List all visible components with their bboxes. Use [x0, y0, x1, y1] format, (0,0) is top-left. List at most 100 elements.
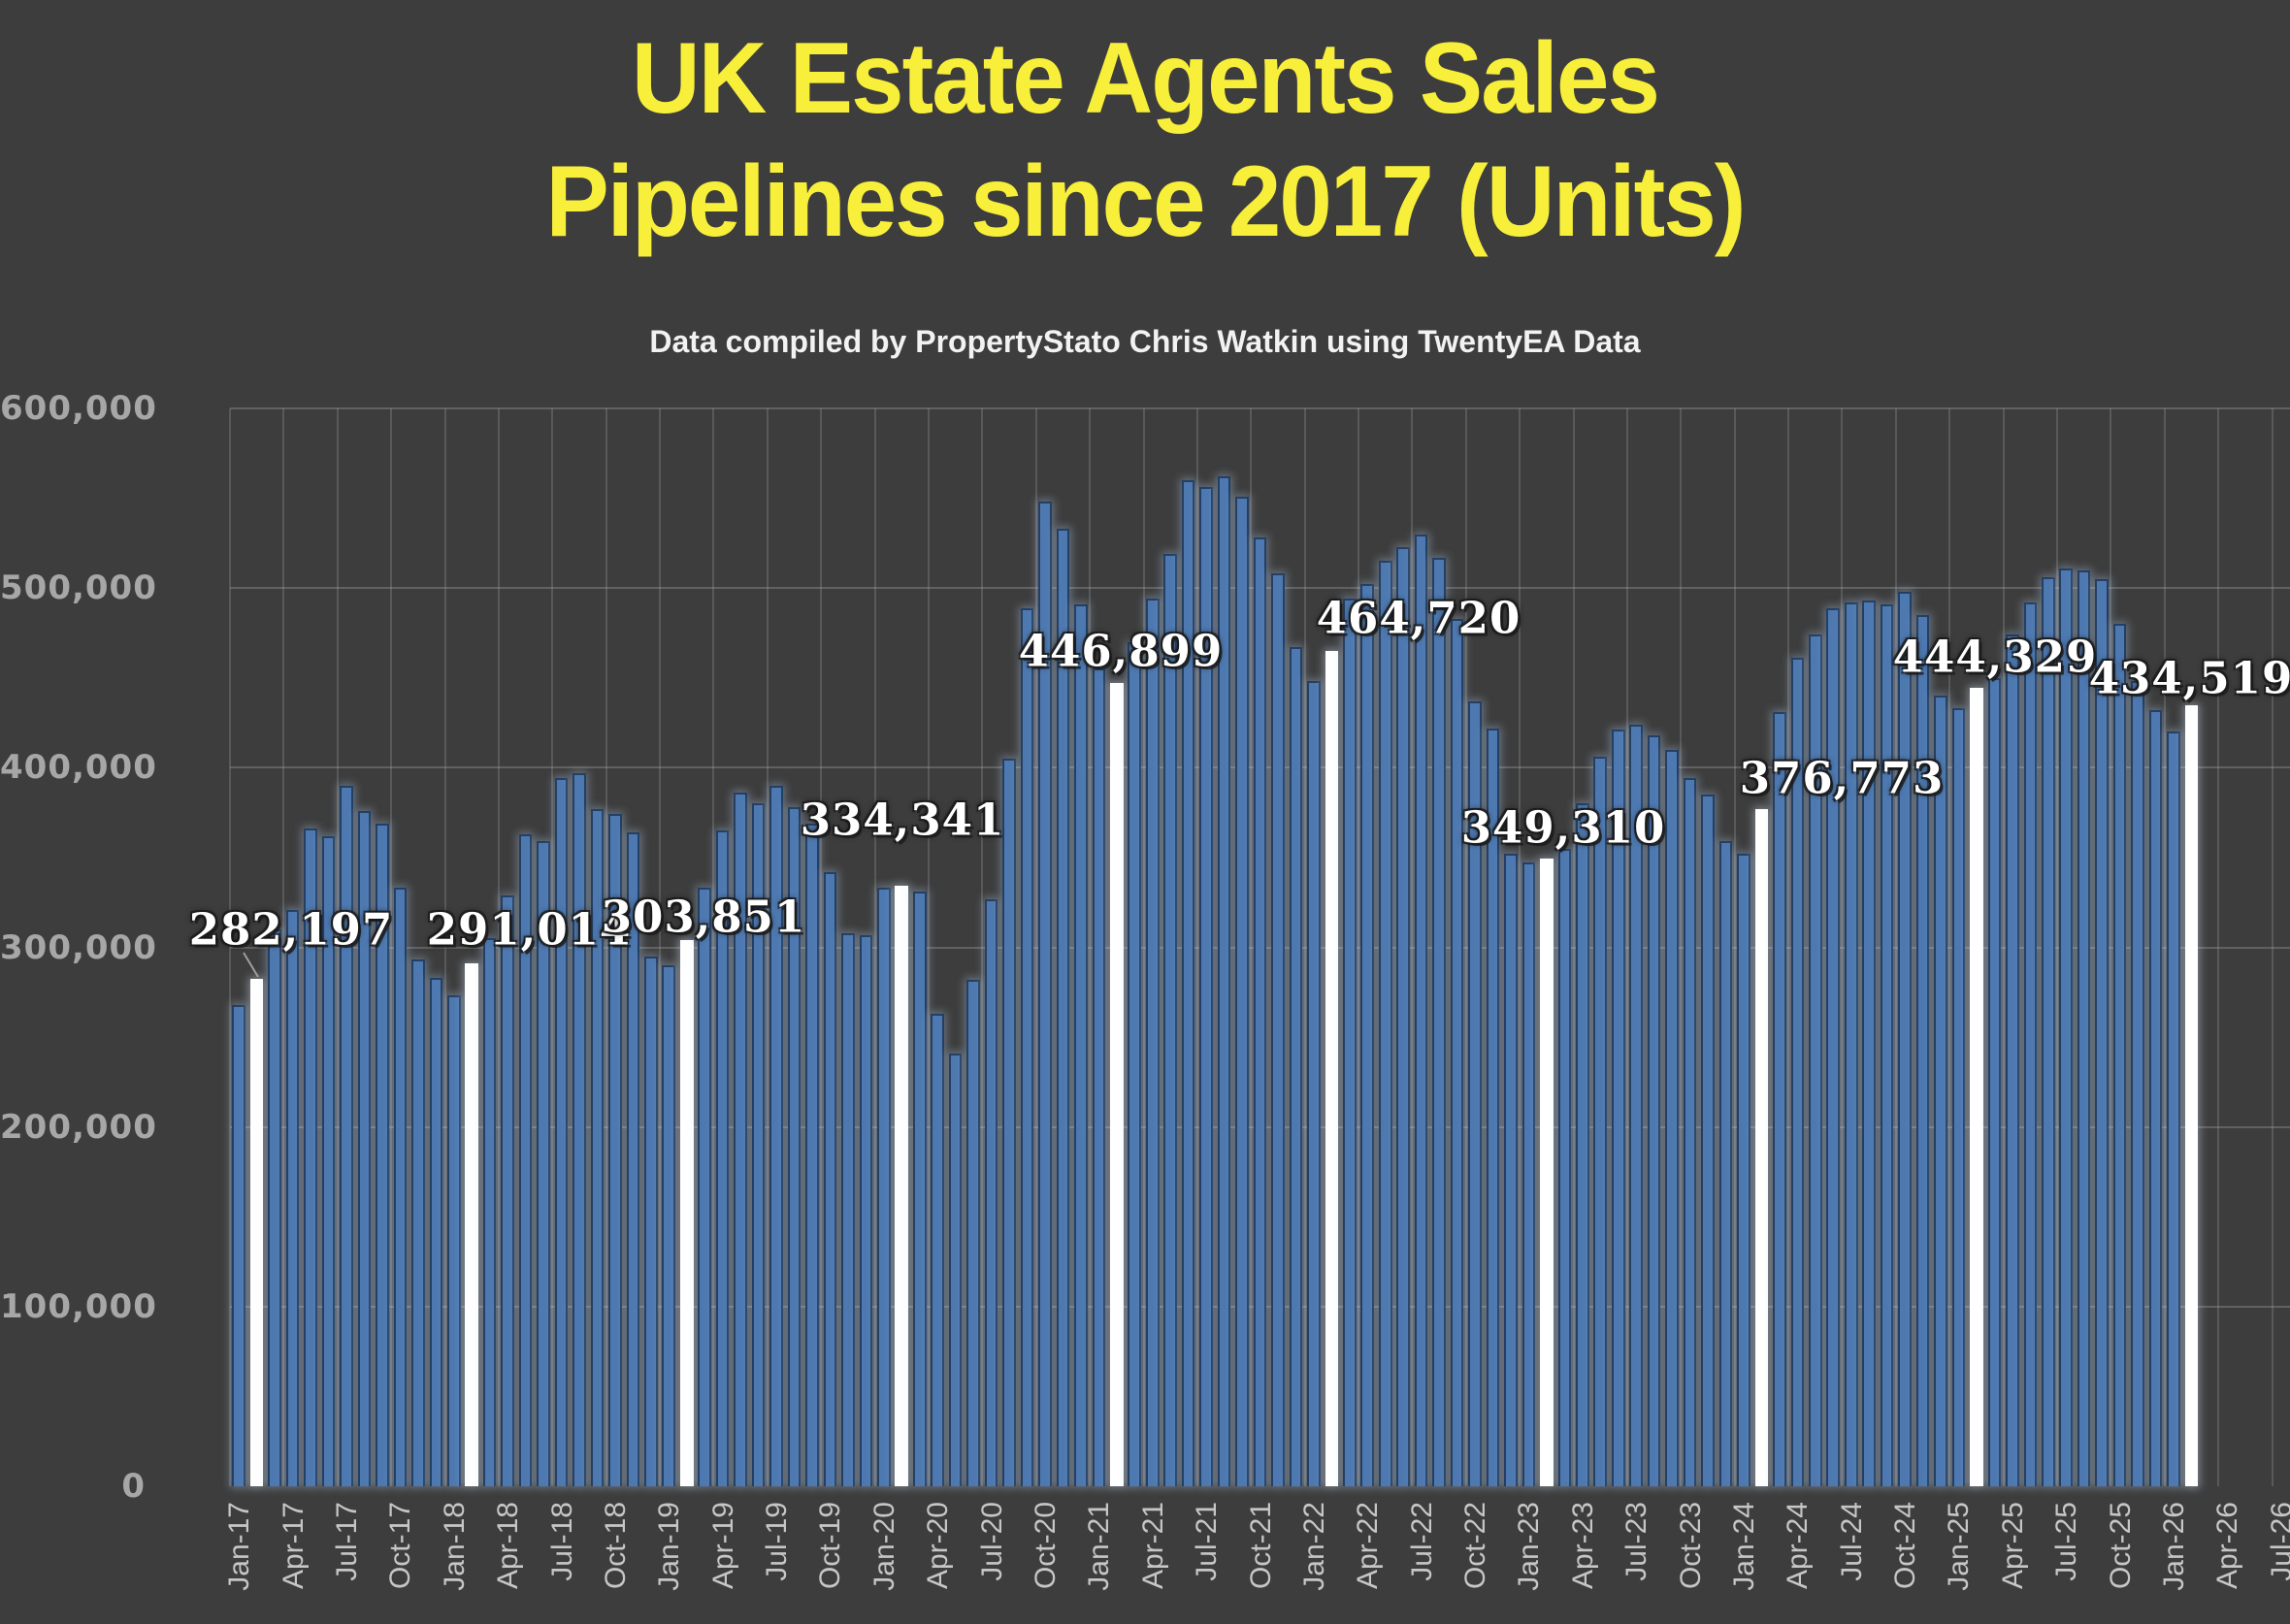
x-gridline: [1358, 408, 1360, 1486]
bar-Dec-19: [859, 934, 873, 1486]
bar-Nov-21: [1271, 573, 1285, 1486]
bar-Oct-24: [1898, 591, 1912, 1486]
highlight-bar-Feb-20: [895, 885, 909, 1486]
y-tick-label: 600,000: [0, 389, 157, 428]
bar-May-18: [518, 833, 533, 1486]
bar-Apr-25: [2006, 634, 2019, 1486]
bar-Dec-23: [1718, 841, 1733, 1486]
y-tick-label: 100,000: [0, 1286, 157, 1326]
x-tick-label: Apr-23: [1566, 1502, 1599, 1590]
bar-Aug-23: [1647, 735, 1661, 1486]
bar-Nov-20: [1056, 529, 1070, 1486]
bar-Nov-23: [1701, 795, 1715, 1486]
data-label-Feb-24: 376,773: [1739, 752, 1945, 804]
bar-Jun-21: [1181, 480, 1195, 1486]
x-tick-label: Jul-19: [761, 1502, 794, 1581]
data-label-Feb-25: 444,329: [1892, 631, 2098, 683]
x-gridline: [1680, 408, 1683, 1486]
x-tick-label: Apr-20: [922, 1502, 955, 1590]
x-tick-label: Apr-22: [1352, 1502, 1385, 1590]
x-gridline: [659, 408, 662, 1486]
bar-Jul-23: [1629, 724, 1643, 1486]
x-gridline: [2217, 408, 2220, 1486]
x-tick-label: Oct-17: [384, 1502, 417, 1590]
bar-Apr-19: [715, 830, 730, 1486]
y-gridline: [230, 407, 2290, 409]
bar-Oct-19: [823, 871, 837, 1486]
bar-Oct-23: [1683, 778, 1697, 1486]
x-gridline: [497, 408, 500, 1486]
bar-Apr-23: [1575, 803, 1589, 1486]
highlight-bar-Feb-21: [1110, 683, 1124, 1486]
x-tick-label: Jul-23: [1620, 1502, 1653, 1581]
chart-title: UK Estate Agents Sales Pipelines since 2…: [0, 17, 2290, 264]
highlight-bar-Feb-17: [249, 979, 264, 1486]
x-gridline: [443, 408, 446, 1486]
bar-May-23: [1593, 757, 1608, 1486]
bar-Sep-21: [1235, 496, 1249, 1486]
highlight-bar-Feb-18: [465, 963, 478, 1486]
highlight-bar-Feb-22: [1325, 651, 1339, 1486]
bar-Apr-21: [1145, 599, 1160, 1486]
x-gridline: [1625, 408, 1628, 1486]
x-tick-label: Jan-17: [223, 1502, 256, 1591]
x-tick-label: Oct-19: [814, 1502, 847, 1590]
bar-Nov-22: [1486, 728, 1500, 1486]
bar-May-17: [304, 828, 317, 1486]
x-tick-label: Apr-17: [277, 1502, 310, 1590]
bar-Aug-22: [1432, 557, 1446, 1486]
y-tick-label: 0: [121, 1467, 146, 1506]
x-gridline: [1948, 408, 1951, 1486]
x-tick-label: Jul-20: [975, 1502, 1008, 1581]
bar-Jun-20: [966, 979, 980, 1486]
highlight-bar-Feb-24: [1754, 809, 1769, 1486]
bar-Jun-25: [2041, 577, 2055, 1486]
bar-Mar-21: [1128, 641, 1142, 1486]
x-gridline: [1142, 408, 1145, 1486]
highlight-bar-Feb-23: [1540, 859, 1554, 1486]
y-tick-label: 300,000: [0, 927, 157, 967]
bar-Nov-25: [2131, 681, 2144, 1486]
bar-Sep-18: [590, 808, 605, 1486]
bar-Jan-19: [662, 965, 676, 1486]
bar-Nov-17: [411, 959, 425, 1486]
bar-Sep-19: [805, 823, 819, 1486]
bar-Jan-20: [877, 888, 891, 1486]
x-gridline: [390, 408, 393, 1486]
bar-May-25: [2023, 601, 2038, 1486]
x-tick-label: Oct-20: [1029, 1502, 1062, 1590]
bar-Sep-25: [2095, 578, 2109, 1486]
x-tick-label: Jan-24: [1727, 1502, 1760, 1591]
bar-Jan-21: [1092, 668, 1106, 1486]
bar-Jun-22: [1396, 546, 1410, 1486]
x-tick-label: Oct-24: [1889, 1502, 1922, 1590]
x-gridline: [1894, 408, 1897, 1486]
data-label-Feb-18: 291,014: [426, 903, 632, 956]
bar-May-22: [1378, 561, 1392, 1486]
highlight-bar-Feb-26: [2184, 705, 2199, 1486]
x-tick-label: Jul-25: [2050, 1502, 2083, 1581]
x-gridline: [873, 408, 876, 1486]
x-tick-label: Apr-18: [492, 1502, 525, 1590]
x-tick-label: Jan-23: [1513, 1502, 1546, 1591]
bar-Jan-22: [1307, 681, 1321, 1486]
x-gridline: [2163, 408, 2166, 1486]
bar-Mar-20: [912, 892, 927, 1486]
bar-Jun-18: [537, 841, 550, 1486]
bar-Aug-20: [1002, 759, 1016, 1486]
x-gridline: [712, 408, 715, 1486]
x-tick-label: Jul-21: [1191, 1502, 1224, 1581]
bar-Oct-21: [1253, 537, 1267, 1486]
data-label-Feb-19: 303,851: [601, 891, 806, 943]
bar-Aug-21: [1217, 476, 1231, 1486]
data-label-Feb-21: 446,899: [1018, 625, 1224, 677]
x-tick-label: Jan-22: [1297, 1502, 1330, 1591]
data-label-Feb-17: 282,197: [188, 903, 394, 956]
bar-Mar-25: [1987, 677, 2002, 1486]
data-label-Feb-26: 434,519: [2088, 652, 2290, 704]
bar-May-20: [948, 1053, 963, 1486]
x-tick-label: Jan-19: [653, 1502, 686, 1591]
x-tick-label: Apr-26: [2211, 1502, 2244, 1590]
x-gridline: [1250, 408, 1253, 1486]
bar-Mar-19: [698, 888, 711, 1486]
